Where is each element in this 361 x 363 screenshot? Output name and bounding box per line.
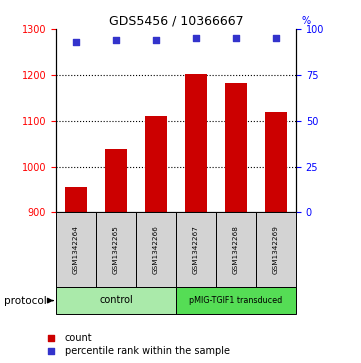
Text: GSM1342264: GSM1342264 — [73, 225, 79, 274]
Text: percentile rank within the sample: percentile rank within the sample — [65, 346, 230, 356]
Bar — [105, 149, 127, 212]
Point — [193, 35, 199, 41]
Point — [48, 335, 53, 341]
Bar — [65, 187, 87, 212]
Text: %: % — [301, 16, 311, 26]
Bar — [265, 113, 287, 212]
Bar — [56, 287, 176, 314]
Bar — [256, 212, 296, 287]
Point — [273, 35, 279, 41]
Bar — [145, 116, 167, 212]
Bar — [216, 212, 256, 287]
Text: count: count — [65, 333, 93, 343]
Text: GSM1342269: GSM1342269 — [273, 225, 279, 274]
Bar — [225, 83, 247, 212]
Bar — [136, 212, 176, 287]
Bar — [185, 74, 207, 212]
Bar — [176, 212, 216, 287]
Text: GSM1342268: GSM1342268 — [233, 225, 239, 274]
Text: protocol: protocol — [4, 295, 46, 306]
Text: GSM1342266: GSM1342266 — [153, 225, 159, 274]
Title: GDS5456 / 10366667: GDS5456 / 10366667 — [109, 15, 243, 28]
Text: GSM1342267: GSM1342267 — [193, 225, 199, 274]
Bar — [176, 287, 296, 314]
Point — [113, 37, 119, 43]
Text: GSM1342265: GSM1342265 — [113, 225, 119, 274]
Bar — [56, 212, 96, 287]
Text: control: control — [99, 295, 133, 305]
Point — [153, 37, 159, 43]
Point — [233, 35, 239, 41]
Point — [48, 348, 53, 354]
Text: pMIG-TGIF1 transduced: pMIG-TGIF1 transduced — [190, 296, 283, 305]
Point — [73, 39, 79, 45]
Bar — [96, 212, 136, 287]
